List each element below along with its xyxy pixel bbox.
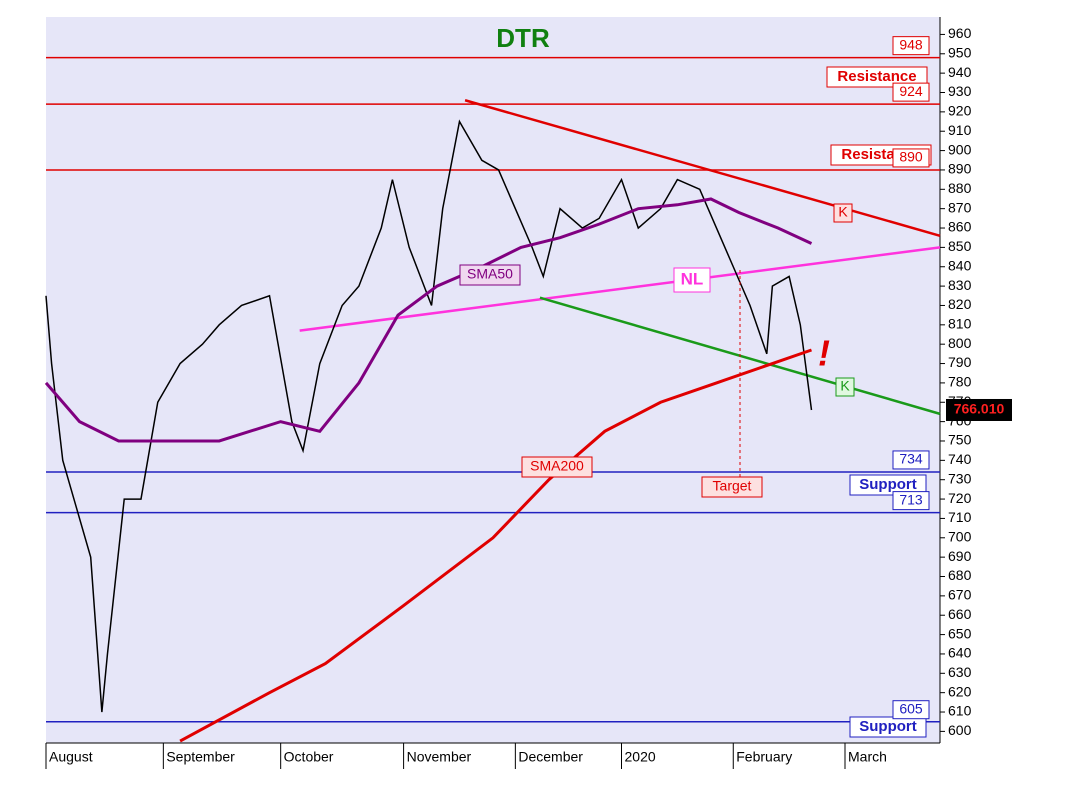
level-label: 713 <box>899 491 923 507</box>
y-tick-label: 640 <box>948 645 972 661</box>
level-label: 734 <box>899 451 923 467</box>
price-tag <box>946 398 1012 421</box>
y-tick-label: 610 <box>948 703 972 719</box>
y-tick-label: 950 <box>948 44 972 60</box>
annotation: ! <box>818 333 830 374</box>
y-tick-label: 930 <box>948 83 972 99</box>
y-axis-area <box>940 17 1012 743</box>
level-label: 924 <box>899 83 923 99</box>
y-tick-label: 730 <box>948 470 972 486</box>
y-tick-label: 890 <box>948 161 972 177</box>
y-tick-label: 650 <box>948 625 972 641</box>
y-tick-label: 850 <box>948 238 972 254</box>
y-tick-label: 880 <box>948 180 972 196</box>
y-tick-label: 620 <box>948 683 972 699</box>
x-tick-label: October <box>284 749 334 765</box>
x-axis-area <box>46 743 1012 771</box>
level-label: 890 <box>899 149 923 165</box>
x-tick-label: March <box>848 749 887 765</box>
level-label: 605 <box>899 700 923 716</box>
level-box <box>892 82 930 102</box>
x-tick-label: September <box>166 749 235 765</box>
y-tick-label: 740 <box>948 451 972 467</box>
price-tag-label: 766.010 <box>954 401 1005 417</box>
label-box <box>835 377 855 397</box>
y-tick-label: 700 <box>948 528 972 544</box>
y-tick-label: 860 <box>948 219 972 235</box>
y-tick-label: 940 <box>948 64 972 80</box>
y-tick-label: 720 <box>948 490 972 506</box>
x-tick-label: August <box>49 749 93 765</box>
y-tick-label: 870 <box>948 199 972 215</box>
y-tick-label: 810 <box>948 316 972 332</box>
annotation: Support <box>859 718 917 735</box>
plot-area <box>46 17 940 743</box>
series-line <box>45 119 813 713</box>
level-box <box>892 148 930 168</box>
annotation: Resistance <box>837 68 916 85</box>
level-box <box>892 491 930 511</box>
annotation: SMA50 <box>467 266 513 282</box>
y-tick-label: 670 <box>948 587 972 603</box>
level-box <box>892 36 930 56</box>
y-tick-label: 660 <box>948 606 972 622</box>
label-box <box>826 66 928 88</box>
y-tick-label: 630 <box>948 664 972 680</box>
series-line <box>179 348 812 743</box>
y-tick-label: 690 <box>948 548 972 564</box>
trendline <box>299 246 941 332</box>
label-box <box>701 476 763 498</box>
label-box <box>849 716 927 738</box>
annotation: SMA200 <box>530 458 584 474</box>
y-tick-label: 680 <box>948 567 972 583</box>
y-tick-label: 750 <box>948 432 972 448</box>
annotation: Target <box>713 478 752 494</box>
annotation: K <box>840 378 850 394</box>
level-label: 948 <box>899 36 923 52</box>
label-box <box>521 456 593 478</box>
y-tick-label: 710 <box>948 509 972 525</box>
y-tick-label: 840 <box>948 257 972 273</box>
level-box <box>892 450 930 470</box>
label-box <box>849 474 927 496</box>
label-box <box>833 203 853 223</box>
annotation: K <box>838 204 848 220</box>
y-tick-label: 830 <box>948 277 972 293</box>
annotation: NL <box>681 269 704 288</box>
y-tick-label: 960 <box>948 25 972 41</box>
series-line <box>44 197 813 443</box>
y-tick-label: 600 <box>948 722 972 738</box>
annotation: Support <box>859 476 917 493</box>
chart-title: DTR <box>496 23 550 53</box>
y-tick-label: 910 <box>948 122 972 138</box>
x-tick-label: November <box>407 749 472 765</box>
x-tick-label: 2020 <box>625 749 656 765</box>
x-tick-label: February <box>736 749 792 765</box>
y-tick-label: 920 <box>948 103 972 119</box>
y-tick-label: 820 <box>948 296 972 312</box>
label-box <box>459 264 521 286</box>
trendline <box>464 99 941 237</box>
y-tick-label: 780 <box>948 374 972 390</box>
y-tick-label: 800 <box>948 335 972 351</box>
y-tick-label: 900 <box>948 141 972 157</box>
y-tick-label: 790 <box>948 354 972 370</box>
x-tick-label: December <box>518 749 583 765</box>
label-box <box>673 267 711 293</box>
level-box <box>892 700 930 720</box>
